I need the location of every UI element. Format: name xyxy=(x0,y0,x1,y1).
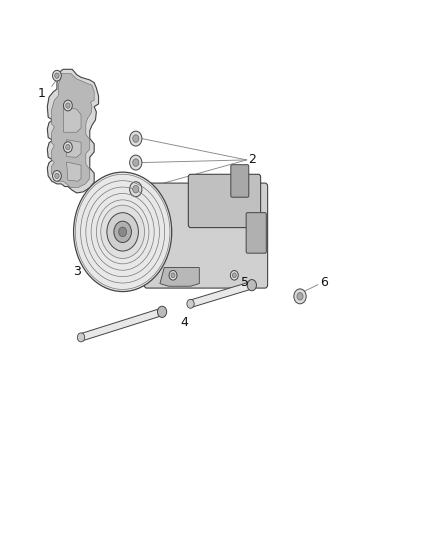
Circle shape xyxy=(171,273,175,278)
FancyBboxPatch shape xyxy=(246,213,266,253)
Circle shape xyxy=(53,171,61,181)
Circle shape xyxy=(55,73,59,78)
Circle shape xyxy=(230,270,238,280)
Polygon shape xyxy=(47,69,99,193)
Text: 4: 4 xyxy=(180,316,188,329)
Circle shape xyxy=(64,142,72,152)
Circle shape xyxy=(133,159,139,166)
Text: 6: 6 xyxy=(320,276,328,289)
FancyBboxPatch shape xyxy=(144,183,268,288)
Polygon shape xyxy=(160,268,199,286)
Circle shape xyxy=(114,221,131,243)
Polygon shape xyxy=(52,74,94,188)
Circle shape xyxy=(101,205,145,259)
Circle shape xyxy=(187,300,194,308)
Circle shape xyxy=(130,131,142,146)
Circle shape xyxy=(78,333,85,342)
Text: 1: 1 xyxy=(38,87,46,100)
Circle shape xyxy=(158,306,166,317)
Circle shape xyxy=(294,289,306,304)
Text: 2: 2 xyxy=(248,154,256,166)
FancyBboxPatch shape xyxy=(231,165,249,197)
Circle shape xyxy=(133,185,139,193)
Circle shape xyxy=(130,182,142,197)
Circle shape xyxy=(53,70,61,81)
Circle shape xyxy=(74,172,172,292)
Circle shape xyxy=(64,100,72,111)
Text: 5: 5 xyxy=(241,276,249,289)
Polygon shape xyxy=(80,308,163,341)
Circle shape xyxy=(297,293,303,300)
Text: 3: 3 xyxy=(73,265,81,278)
Circle shape xyxy=(107,213,138,251)
Polygon shape xyxy=(67,162,81,181)
Circle shape xyxy=(130,155,142,170)
Polygon shape xyxy=(190,281,253,308)
FancyBboxPatch shape xyxy=(188,174,261,228)
Circle shape xyxy=(119,227,127,237)
Circle shape xyxy=(133,135,139,142)
Polygon shape xyxy=(64,107,81,132)
Circle shape xyxy=(247,279,257,291)
Circle shape xyxy=(66,103,70,108)
Circle shape xyxy=(55,173,59,179)
Circle shape xyxy=(66,144,70,150)
Circle shape xyxy=(232,273,236,278)
Circle shape xyxy=(169,270,177,280)
Polygon shape xyxy=(67,140,81,157)
